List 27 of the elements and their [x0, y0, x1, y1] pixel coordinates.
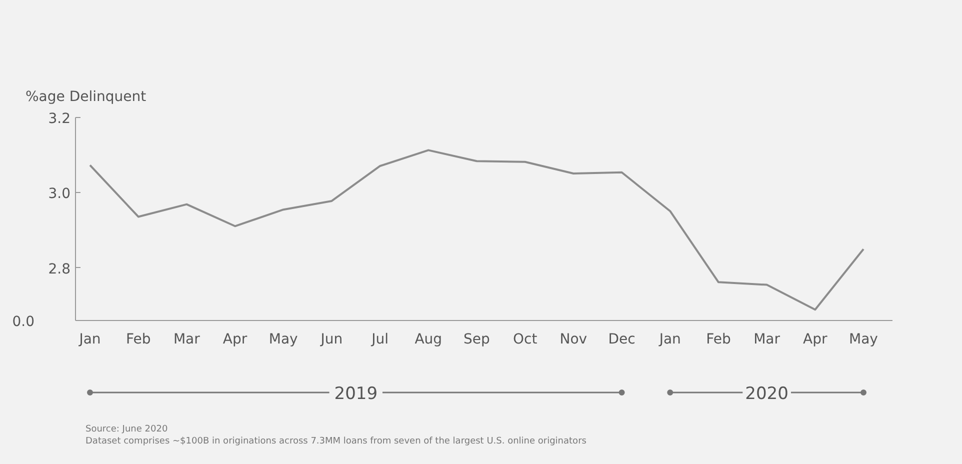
x-tick-label: Jan	[658, 332, 681, 348]
line-series	[89, 149, 864, 311]
x-tick-label: May	[268, 332, 298, 348]
x-tick-label: Dec	[608, 332, 636, 348]
x-tick-label: May	[849, 332, 878, 348]
y-tick-label: 3.2	[48, 111, 70, 127]
text: 2020	[745, 384, 788, 404]
x-tick-label: Mar	[173, 332, 200, 348]
y-tick-label: 3.0	[48, 186, 70, 202]
text: 0.0	[12, 314, 34, 330]
y-axis-title: %age Delinquent	[26, 89, 147, 105]
x-tick-label: Mar	[754, 332, 780, 348]
text: 2019	[334, 384, 378, 404]
x-tick-label: Oct	[512, 332, 538, 348]
x-tick-label: Feb	[126, 332, 151, 348]
text: Dataset comprises ~$100B in originations across 7.3MM loans from seven of the largest U.S. online originators	[86, 436, 587, 446]
x-tick-label: Jun	[320, 332, 343, 348]
x-tick-label: Sep	[464, 332, 490, 348]
y-tick-label: 2.8	[48, 261, 70, 278]
x-tick-label: Jul	[370, 332, 389, 348]
x-tick-label: Feb	[706, 332, 731, 348]
x-tick-label: Apr	[803, 332, 828, 348]
x-tick-label: Nov	[560, 332, 588, 348]
x-tick-label: Apr	[222, 332, 248, 348]
x-tick-label: Jan	[78, 332, 101, 348]
x-tick-label: Aug	[414, 332, 442, 348]
source-note: Source: June 2020	[86, 424, 168, 434]
